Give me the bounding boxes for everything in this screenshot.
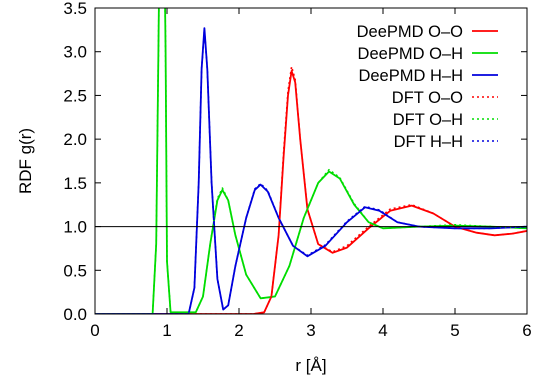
ticks-layer: 0 1 2 3 4 5 6 0.0 0.5 1.0 1.5 2.0 2.5 3.0 3.5	[63, 0, 531, 340]
y-tick-label: 3.0	[63, 43, 87, 62]
legend-label: DFT O–H	[393, 111, 463, 129]
x-tick-label: 6	[522, 321, 531, 340]
x-axis-title: r [Å]	[295, 356, 326, 375]
series-line-2	[95, 27, 527, 314]
x-tick-label: 1	[162, 321, 171, 340]
y-tick-label: 0.5	[63, 261, 87, 280]
y-tick-label: 3.5	[63, 0, 87, 18]
x-tick-label: 4	[378, 321, 387, 340]
legend: DeePMD O–O DeePMD O–H DeePMD H–H DFT O–O DFT…	[357, 23, 498, 151]
legend-label: DFT H–H	[394, 133, 463, 151]
y-tick-label: 2.5	[63, 86, 87, 105]
series-line-1	[95, 8, 527, 314]
y-tick-label: 1.0	[63, 218, 87, 237]
series-layer	[95, 8, 527, 314]
series-line-0	[95, 70, 527, 314]
legend-label: DeePMD O–H	[358, 45, 463, 63]
x-tick-label: 2	[234, 321, 243, 340]
x-tick-label: 5	[450, 321, 459, 340]
y-tick-label: 2.0	[63, 130, 87, 149]
y-axis-title: RDF g(r)	[16, 128, 35, 194]
x-tick-label: 0	[90, 321, 99, 340]
legend-label: DeePMD H–H	[358, 67, 463, 85]
legend-label: DFT O–O	[392, 89, 463, 107]
legend-label: DeePMD O–O	[357, 23, 464, 41]
x-tick-label: 3	[306, 321, 315, 340]
y-tick-label: 1.5	[63, 174, 87, 193]
y-tick-label: 0.0	[63, 305, 87, 324]
